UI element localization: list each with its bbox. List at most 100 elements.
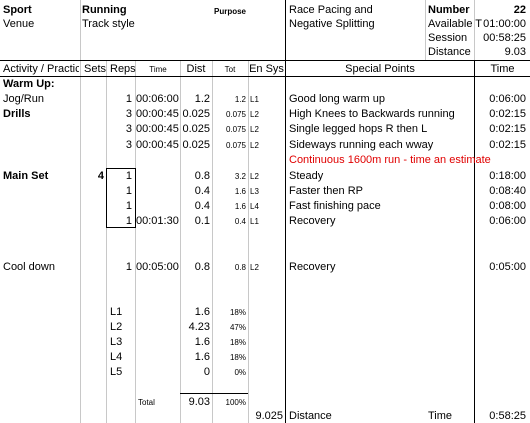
- row-reps: 3: [125, 108, 132, 120]
- col-ensys: En Sys: [249, 63, 284, 75]
- border-line: [285, 0, 286, 423]
- row-tot: 0.075: [225, 110, 246, 119]
- row-ensys: L2: [250, 110, 259, 119]
- session-value: 00:58:25: [483, 32, 526, 44]
- row-dist: 0.4: [194, 185, 210, 197]
- distance-label: Distance: [428, 46, 471, 58]
- border-line: [474, 60, 475, 423]
- mainset-bracket: [135, 168, 136, 228]
- row-time: 00:00:45: [136, 123, 179, 135]
- row-time: 00:00:45: [136, 108, 179, 120]
- row-time2: 0:05:00: [489, 261, 526, 273]
- row-dist: 0.025: [182, 108, 210, 120]
- mainset-bracket: [106, 227, 135, 228]
- mainset-bracket: [106, 168, 135, 169]
- summary-dist: 1.6: [194, 306, 210, 318]
- sport-label: Sport: [3, 4, 32, 16]
- grid-line: [106, 60, 107, 423]
- summary-dist: 1.6: [194, 336, 210, 348]
- grid-line: [135, 60, 136, 423]
- summary-level: L1: [110, 306, 123, 318]
- row-special: Faster then RP: [289, 185, 363, 197]
- row-dist: 0.8: [194, 261, 210, 273]
- row-time2: 0:02:15: [489, 123, 526, 135]
- section-warmup: Warm Up:: [3, 78, 55, 90]
- row-reps: 1: [125, 185, 132, 197]
- summary-level: L4: [110, 351, 123, 363]
- section-mainset: Main Set: [3, 170, 49, 182]
- summary-pct: 0%: [234, 368, 246, 377]
- summary-pct: 18%: [229, 338, 246, 347]
- summary-dist: 0: [203, 366, 210, 378]
- row-time2: 0:02:15: [489, 108, 526, 120]
- total-pct: 100%: [225, 398, 246, 407]
- row-time2: 0:08:40: [489, 185, 526, 197]
- row-dist: 0.4: [194, 200, 210, 212]
- row-tot: 1.6: [234, 187, 246, 196]
- distance-value: 9.03: [504, 46, 526, 58]
- grid-line: [248, 60, 249, 423]
- row-ensys: L3: [250, 187, 259, 196]
- row-activity: Jog/Run: [3, 93, 44, 105]
- row-reps: 1: [125, 215, 132, 227]
- row-reps: 1: [125, 93, 132, 105]
- row-tot: 0.8: [234, 263, 246, 272]
- row-ensys: L2: [250, 172, 259, 181]
- row-time2: 0:02:15: [489, 139, 526, 151]
- row-special: Good long warm up: [289, 93, 385, 105]
- row-special: Single legged hops R then L: [289, 123, 428, 135]
- row-reps: 1: [125, 200, 132, 212]
- row-time: 00:06:00: [136, 93, 179, 105]
- col-special: Special Points: [345, 63, 415, 75]
- grid-line: [180, 60, 181, 423]
- venue-label: Venue: [3, 18, 35, 30]
- row-ensys: L2: [250, 263, 259, 272]
- row-time: 00:05:00: [136, 261, 179, 273]
- row-dist: 0.025: [182, 139, 210, 151]
- row-dist: 0.8: [194, 170, 210, 182]
- total-line: [180, 393, 248, 394]
- row-special: Sideways running each wway: [289, 139, 434, 151]
- row-ensys: L2: [250, 141, 259, 150]
- col-activity: Activity / Practic: [3, 63, 79, 75]
- row-ensys: L2: [250, 125, 259, 134]
- row-dist: 0.025: [182, 123, 210, 135]
- row-dist: 0.1: [194, 215, 210, 227]
- row-tot: 3.2: [234, 172, 246, 181]
- summary-pct: 47%: [229, 323, 246, 332]
- race-line-1: Race Pacing and: [289, 4, 373, 16]
- row-ensys: L1: [250, 217, 259, 226]
- grid-line: [425, 0, 426, 60]
- row-special: Recovery: [289, 215, 336, 227]
- row-reps: 1: [125, 261, 132, 273]
- total-dist: 9.03: [188, 396, 210, 408]
- row-special: Recovery: [289, 261, 336, 273]
- row-time2: 0:08:00: [489, 200, 526, 212]
- footer-time-label: Time: [428, 410, 453, 422]
- grid-line: [80, 60, 81, 423]
- col-sets: Sets: [84, 63, 107, 75]
- row-special: Fast finishing pace: [289, 200, 381, 212]
- footer-time-value: 0:58:25: [489, 410, 526, 422]
- row-time: 00:00:45: [136, 139, 179, 151]
- available-value: 01:00:00: [483, 18, 526, 30]
- row-time2: 0:06:00: [489, 215, 526, 227]
- row-special: Steady: [289, 170, 324, 182]
- available-label: Available T: [428, 18, 483, 30]
- summary-dist: 1.6: [194, 351, 210, 363]
- border-line: [0, 60, 530, 61]
- row-reps: 3: [125, 139, 132, 151]
- section-drills: Drills: [3, 108, 31, 120]
- number-value: 22: [513, 4, 526, 16]
- row-ensys: L1: [250, 95, 259, 104]
- row-tot: 1.2: [234, 95, 246, 104]
- row-time2: 0:06:00: [489, 93, 526, 105]
- row-time: 00:01:30: [136, 215, 179, 227]
- summary-level: L5: [110, 366, 123, 378]
- purpose-label: Purpose: [214, 7, 247, 16]
- row-ensys: L4: [250, 202, 259, 211]
- summary-dist: 4.23: [188, 321, 210, 333]
- mainset-bracket: [106, 168, 107, 228]
- venue-value: Track style: [82, 18, 135, 30]
- col-reps: Reps: [110, 63, 136, 75]
